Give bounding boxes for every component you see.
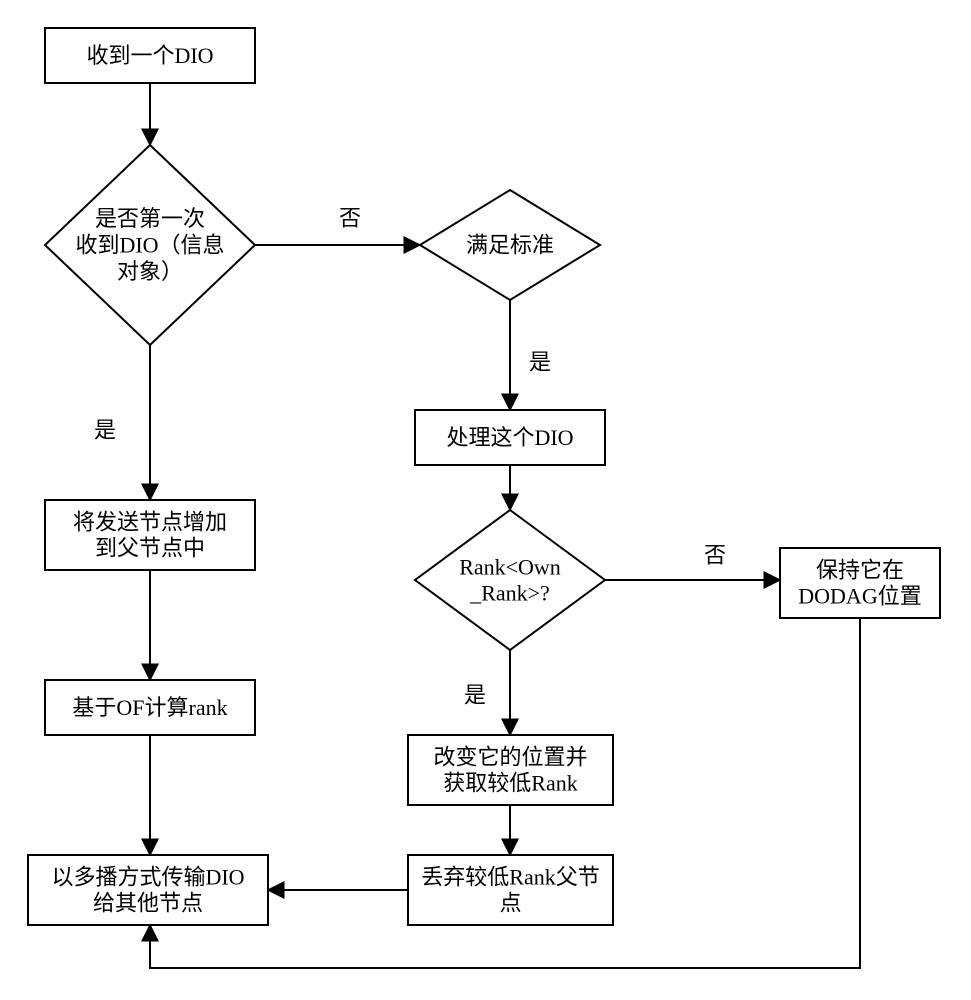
flow-node-n_change: 改变它的位置并获取较低Rank	[408, 735, 613, 805]
node-text-line: 将发送节点增加	[73, 509, 227, 534]
flow-node-n_calcrank: 基于OF计算rank	[45, 680, 255, 735]
flow-node-n_first: 是否第一次收到DIO（信息对象）	[45, 145, 255, 345]
flowchart-canvas: 收到一个DIO 是否第一次收到DIO（信息对象） 满足标准将发送节点增加到父节点中基…	[0, 0, 971, 1000]
node-text-line: Rank<Own	[459, 554, 561, 579]
flow-node-n_addpar: 将发送节点增加到父节点中	[45, 500, 255, 570]
node-text-line: 对象）	[117, 259, 183, 284]
node-text-line: 点	[499, 891, 521, 916]
node-text-line: DODAG位置	[798, 584, 921, 609]
edge-label-l_first_yes: 是	[94, 418, 116, 443]
node-text-line: 收到一个DIO	[86, 43, 213, 68]
node-text-line: 保持它在	[816, 557, 904, 582]
edge-label-l_rank_yes: 是	[464, 683, 486, 708]
flow-node-n_keep: 保持它在DODAG位置	[780, 548, 940, 618]
node-text-line: 到父节点中	[95, 536, 205, 561]
node-text-line: 基于OF计算rank	[72, 695, 227, 720]
edge-label-l_rank_no: 否	[704, 543, 726, 568]
node-text-line: 处理这个DIO	[446, 425, 573, 450]
flow-node-n_discard: 丢弃较低Rank父节点	[408, 855, 613, 925]
flow-node-n_multicast: 以多播方式传输DIO给其他节点	[28, 855, 268, 925]
flow-node-n_rankcmp: Rank<Own_Rank>?	[415, 510, 605, 650]
node-text-line: _Rank>?	[469, 581, 550, 606]
edge-label-l_std_yes: 是	[529, 350, 551, 375]
nodes-layer: 收到一个DIO 是否第一次收到DIO（信息对象） 满足标准将发送节点增加到父节点中基…	[28, 28, 940, 925]
node-text-line: 获取较低Rank	[443, 771, 577, 796]
node-text-line: 是否第一次	[95, 206, 205, 231]
node-text-line: 以多播方式传输DIO	[51, 864, 244, 889]
node-text-line: 收到DIO（信息	[75, 233, 224, 258]
flow-node-n_std: 满足标准	[420, 190, 600, 300]
edge-label-l_first_no: 否	[339, 206, 361, 231]
node-text-line: 丢弃较低Rank父节	[421, 864, 599, 889]
flow-node-n_start: 收到一个DIO	[45, 28, 255, 83]
node-text-line: 满足标准	[466, 233, 554, 258]
node-text-line: 给其他节点	[93, 891, 203, 916]
flow-node-n_process: 处理这个DIO	[415, 410, 605, 465]
node-text-line: 改变它的位置并	[433, 744, 587, 769]
